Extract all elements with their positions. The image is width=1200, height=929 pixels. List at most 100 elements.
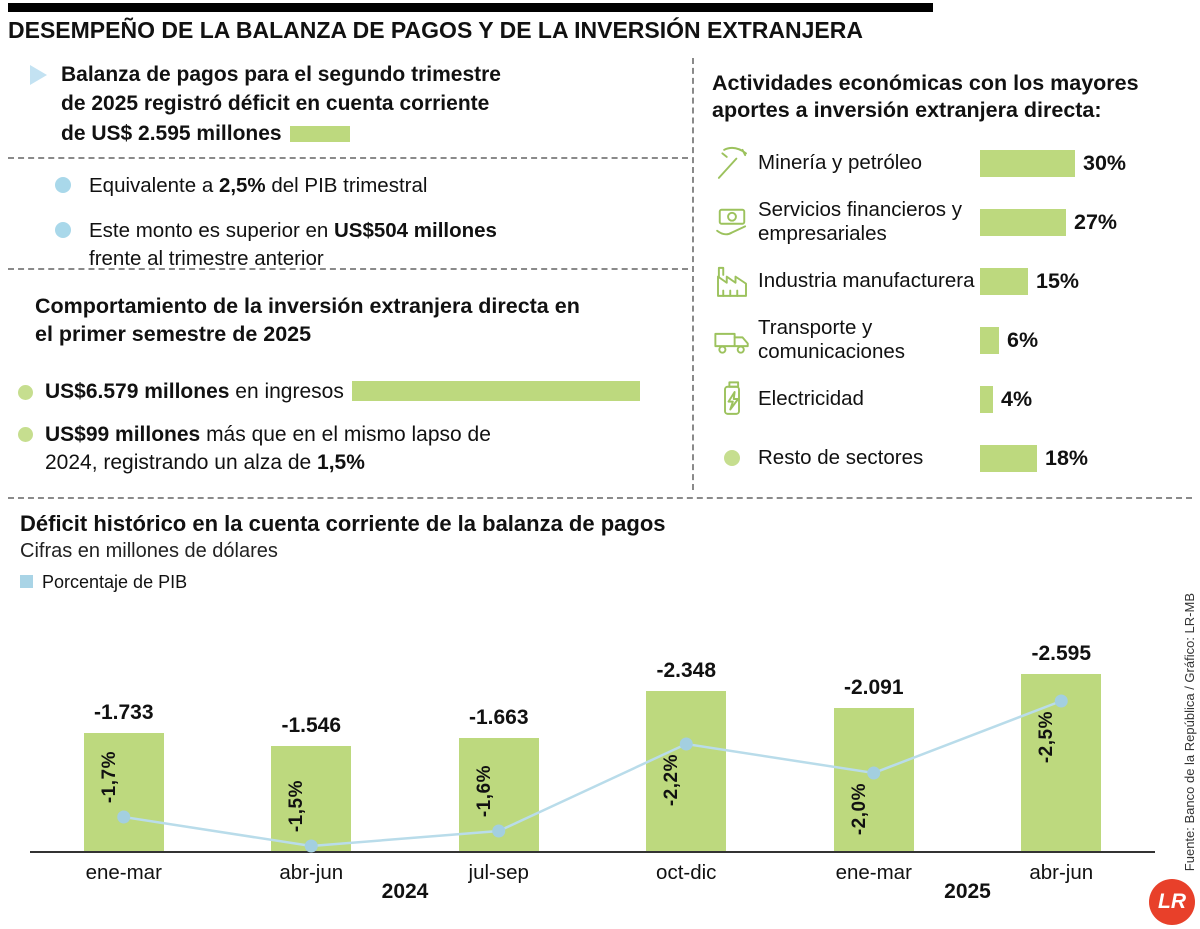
category-label: jul-sep (468, 861, 529, 884)
section-divider (8, 157, 688, 159)
fdi-item-text: US$99 millones más que en el mismo lapso… (45, 421, 515, 478)
lr-logo: LR (1149, 879, 1195, 925)
pib-point-label: -1,5% (286, 779, 308, 832)
sector-pct: 4% (1001, 386, 1033, 411)
circle-bullet-icon (55, 222, 71, 238)
year-label: 2024 (381, 880, 429, 903)
bullet-text-post: del PIB trimestral (265, 174, 428, 197)
sector-row: Industria manufacturera 15% (706, 256, 1196, 306)
sector-label: Resto de sectores (758, 446, 924, 470)
fdi-income-item: US$6.579 millones en ingresos (18, 378, 640, 406)
electricity-icon (706, 378, 758, 420)
fdi-item-post: en ingresos (229, 380, 344, 403)
fdi-item-bold2: 1,5% (317, 451, 365, 475)
sector-label: Industria manufacturera (758, 269, 975, 293)
transport-icon (706, 319, 758, 361)
circle-bullet-icon (18, 384, 33, 400)
legend-label: Porcentaje de PIB (42, 572, 188, 592)
circle-bullet-icon (706, 450, 758, 466)
sector-label: Electricidad (758, 387, 864, 411)
manufacturing-icon (706, 260, 758, 302)
year-label: 2025 (944, 880, 991, 903)
fdi-heading: Comportamiento de la inversión extranjer… (35, 294, 580, 346)
pib-share-bullet: Equivalente a 2,5% del PIB trimestral (55, 172, 655, 200)
sector-label: Minería y petróleo (758, 151, 923, 175)
pib-point-label: -2,0% (848, 783, 870, 836)
bullet-text-pre: Equivalente a (89, 174, 219, 197)
sector-row: Resto de sectores 18% (706, 433, 1196, 483)
pib-point-label: -2,2% (661, 754, 683, 807)
sector-pct: 27% (1074, 209, 1118, 234)
bar-value-label: -2.091 (843, 676, 904, 699)
sector-label: Transporte y comunicaciones (758, 316, 905, 363)
bullet-text-post: frente al trimestre anterior (89, 246, 324, 270)
circle-bullet-icon (55, 177, 71, 193)
bullet-text: Este monto es superior en US$504 millone… (89, 217, 549, 272)
chart-legend: Porcentaje de PIB (20, 572, 187, 593)
pointer-triangle-icon (30, 65, 47, 85)
bar-value-label: -1.733 (93, 701, 154, 724)
sector-pct: 15% (1036, 268, 1080, 293)
section-divider (8, 497, 1192, 499)
lead-highlight-bar (289, 125, 350, 142)
sectors-heading: Actividades económicas con los mayores a… (712, 71, 1139, 122)
fdi-item-text: US$6.579 millones en ingresos (45, 378, 640, 406)
category-label: oct-dic (656, 861, 717, 884)
chart-subtitle: Cifras en millones de dólares (20, 540, 278, 562)
chart-plot: -1.733 -1,7% -1.546 -1,5% -1.663 -1,6% -2.348 -… (30, 618, 1155, 853)
source-credit: Fuente: Banco de la República / Gráfico:… (1182, 592, 1197, 871)
category-label: abr-jun (279, 861, 344, 884)
sector-bar (980, 444, 1037, 472)
fdi-highlight-bar (351, 381, 640, 401)
fdi-growth-item: US$99 millones más que en el mismo lapso… (18, 421, 618, 478)
sector-pct: 30% (1083, 150, 1127, 175)
deficit-bar (83, 733, 164, 851)
sector-row: Minería y petróleo 30% (706, 138, 1196, 188)
bullet-text: Equivalente a 2,5% del PIB trimestral (89, 172, 427, 200)
page-title: DESEMPEÑO DE LA BALANZA DE PAGOS Y DE LA… (8, 17, 863, 43)
deficit-bar (833, 708, 914, 851)
bullet-text-pre: Este monto es superior en (89, 219, 334, 242)
category-label: ene-mar (835, 861, 912, 884)
pib-point-label: -1,7% (98, 750, 120, 803)
deficit-bar (271, 746, 352, 851)
sector-bar (980, 208, 1066, 236)
deficit-bar (1021, 674, 1102, 851)
financial-services-icon (706, 201, 758, 243)
lead-block: Balanza de pagos para el segundo trimest… (30, 60, 590, 148)
sector-row: Electricidad 4% (706, 374, 1196, 424)
section-divider (8, 268, 688, 270)
pib-point-label: -2,5% (1036, 711, 1058, 764)
bullet-text-bold: 2,5% (218, 174, 266, 197)
fdi-item-bold: US$6.579 millones (45, 380, 230, 403)
chart-title: Déficit histórico en la cuenta corriente… (20, 511, 666, 536)
sector-label: Servicios financieros y empresariales (758, 198, 962, 245)
lead-text: Balanza de pagos para el segundo trimest… (61, 60, 516, 148)
pib-point-label: -1,6% (473, 764, 495, 817)
sector-bar (980, 326, 999, 354)
sector-bar (980, 149, 1075, 177)
column-divider (692, 58, 694, 490)
sector-row: Transporte y comunicaciones 6% (706, 315, 1196, 365)
deficit-bar (646, 691, 727, 851)
category-label: abr-jun (1029, 861, 1094, 884)
legend-swatch-icon (20, 575, 33, 588)
sector-bar (980, 385, 993, 413)
fdi-item-mid: más que en el mismo lapso de 2024, regis… (45, 423, 491, 475)
top-rule (8, 3, 933, 12)
sector-row: Servicios financieros y empresariales 27… (706, 197, 1196, 247)
difference-bullet: Este monto es superior en US$504 millone… (55, 217, 575, 272)
deficit-bar (458, 738, 539, 851)
sector-bar (980, 267, 1028, 295)
mining-icon (706, 142, 758, 184)
sector-pct: 6% (1007, 327, 1039, 352)
pib-line (117, 694, 1068, 853)
bullet-text-bold: US$504 millones (334, 219, 497, 242)
bar-value-label: -2.595 (1031, 642, 1092, 665)
bar-value-label: -2.348 (656, 659, 717, 682)
fdi-item-bold: US$99 millones (45, 423, 201, 446)
deficit-chart: -1.733 -1,7% -1.546 -1,5% -1.663 -1,6% -2.348 -… (30, 618, 1155, 918)
bar-value-label: -1.546 (281, 714, 342, 737)
lead-text-value: Balanza de pagos para el segundo trimest… (61, 63, 501, 145)
